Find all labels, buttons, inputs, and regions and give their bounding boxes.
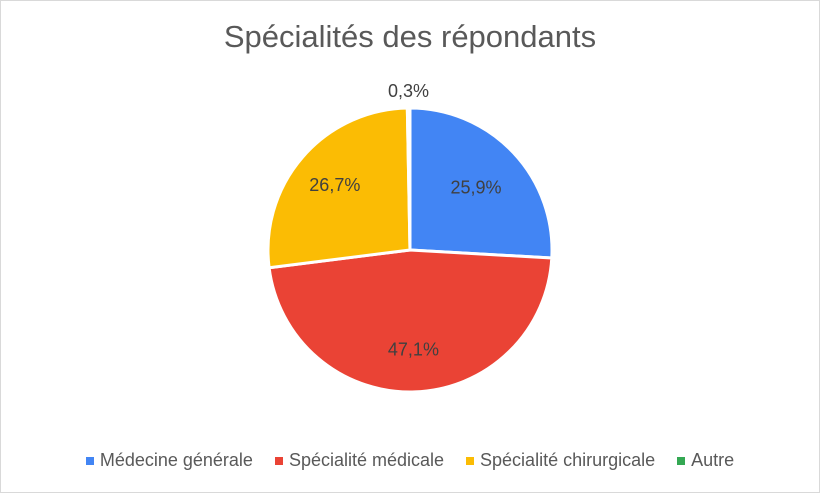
pie-slice-specialite-medicale xyxy=(267,248,554,394)
legend-item-medecine-generale: Médecine générale xyxy=(85,450,253,471)
pie-slice-specialite-chirurgicale xyxy=(266,106,412,270)
legend-item-autre: Autre xyxy=(677,450,734,471)
slice-label-specialite-chirurgicale: 26,7% xyxy=(309,175,360,195)
legend-item-specialite-chirurgicale: Spécialité chirurgicale xyxy=(466,450,655,471)
pie-slice-medecine-generale xyxy=(408,106,554,260)
slice-label-specialite-medicale: 47,1% xyxy=(388,339,439,359)
legend-item-specialite-medicale: Spécialité médicale xyxy=(274,450,445,471)
legend-swatch xyxy=(274,456,283,465)
legend-swatch xyxy=(677,456,686,465)
legend-label: Médecine générale xyxy=(99,450,253,470)
legend-label: Spécialité chirurgicale xyxy=(480,450,656,470)
legend-swatch xyxy=(466,456,475,465)
pie-slice-autre xyxy=(405,106,412,252)
legend-swatch xyxy=(85,456,94,465)
legend: Médecine générale Spécialité médicale Sp… xyxy=(1,450,819,471)
legend-label: Spécialité médicale xyxy=(288,450,445,470)
chart-title: Spécialités des répondants xyxy=(223,19,597,54)
slice-label-autre: 0,3% xyxy=(388,81,429,101)
slice-label-medecine-generale: 25,9% xyxy=(451,178,502,198)
legend-label: Autre xyxy=(691,450,735,470)
